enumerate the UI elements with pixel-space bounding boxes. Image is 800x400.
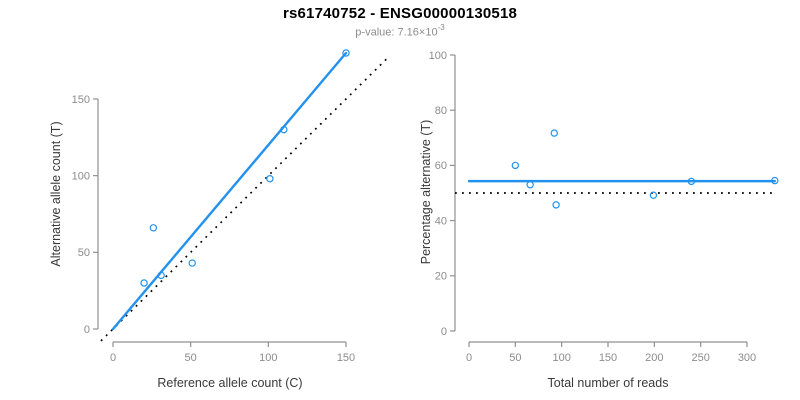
y-tick-label: 20 [435, 271, 447, 283]
data-point [149, 224, 158, 232]
data-point [266, 175, 274, 183]
y-tick-label: 100 [429, 50, 447, 62]
data-point [687, 177, 696, 186]
right-plot: 0 20 40 60 80 100 0 50 100 150 200 250 300 Total numb… [419, 50, 779, 390]
pvalue-subtitle: p-value: 7.16×10-3 [0, 23, 800, 39]
y-tick-label: 50 [78, 247, 90, 259]
y-axis-title: Percentage alternative (T) [419, 120, 433, 265]
x-axis-title: Reference allele count (C) [157, 376, 302, 390]
x-tick-label: 250 [691, 352, 709, 364]
y-tick-label: 150 [72, 94, 90, 106]
y-axis-title: Alternative allele count (T) [49, 121, 63, 266]
pvalue-exponent: -3 [437, 23, 445, 32]
main-title: rs61740752 - ENSG00000130518 [282, 5, 518, 22]
x-tick-label: 150 [599, 352, 617, 364]
x-tick-label: 50 [185, 352, 197, 364]
data-point [552, 201, 560, 209]
x-tick-label: 100 [259, 352, 277, 364]
x-tick-label: 0 [110, 352, 116, 364]
x-tick-label: 100 [552, 352, 570, 364]
x-tick-label: 300 [738, 352, 756, 364]
data-point [140, 279, 148, 287]
data-point [771, 176, 779, 185]
fit-line [111, 51, 348, 331]
pvalue-label: p-value: 7.16×10 [355, 26, 438, 39]
y-tick-label: 60 [435, 160, 447, 172]
data-point [511, 161, 520, 170]
x-tick-label: 200 [645, 352, 663, 364]
identity-line [100, 55, 390, 342]
y-tick-label: 0 [84, 324, 90, 336]
data-point [526, 181, 534, 189]
data-point [649, 191, 658, 199]
data-point [188, 259, 196, 267]
data-point [550, 129, 558, 137]
x-axis-title: Total number of reads [548, 376, 669, 390]
x-tick-label: 50 [509, 352, 521, 364]
y-tick-label: 100 [72, 170, 90, 182]
x-tick-label: 150 [337, 352, 355, 364]
data-point [280, 125, 288, 134]
x-tick-label: 0 [466, 352, 472, 364]
left-plot: 0 50 100 150 0 50 100 150 Reference allele count… [49, 49, 390, 390]
y-tick-label: 80 [435, 105, 447, 117]
data-point [157, 271, 165, 280]
y-tick-label: 40 [435, 215, 447, 227]
y-tick-label: 0 [441, 326, 447, 338]
data-point [342, 49, 350, 57]
